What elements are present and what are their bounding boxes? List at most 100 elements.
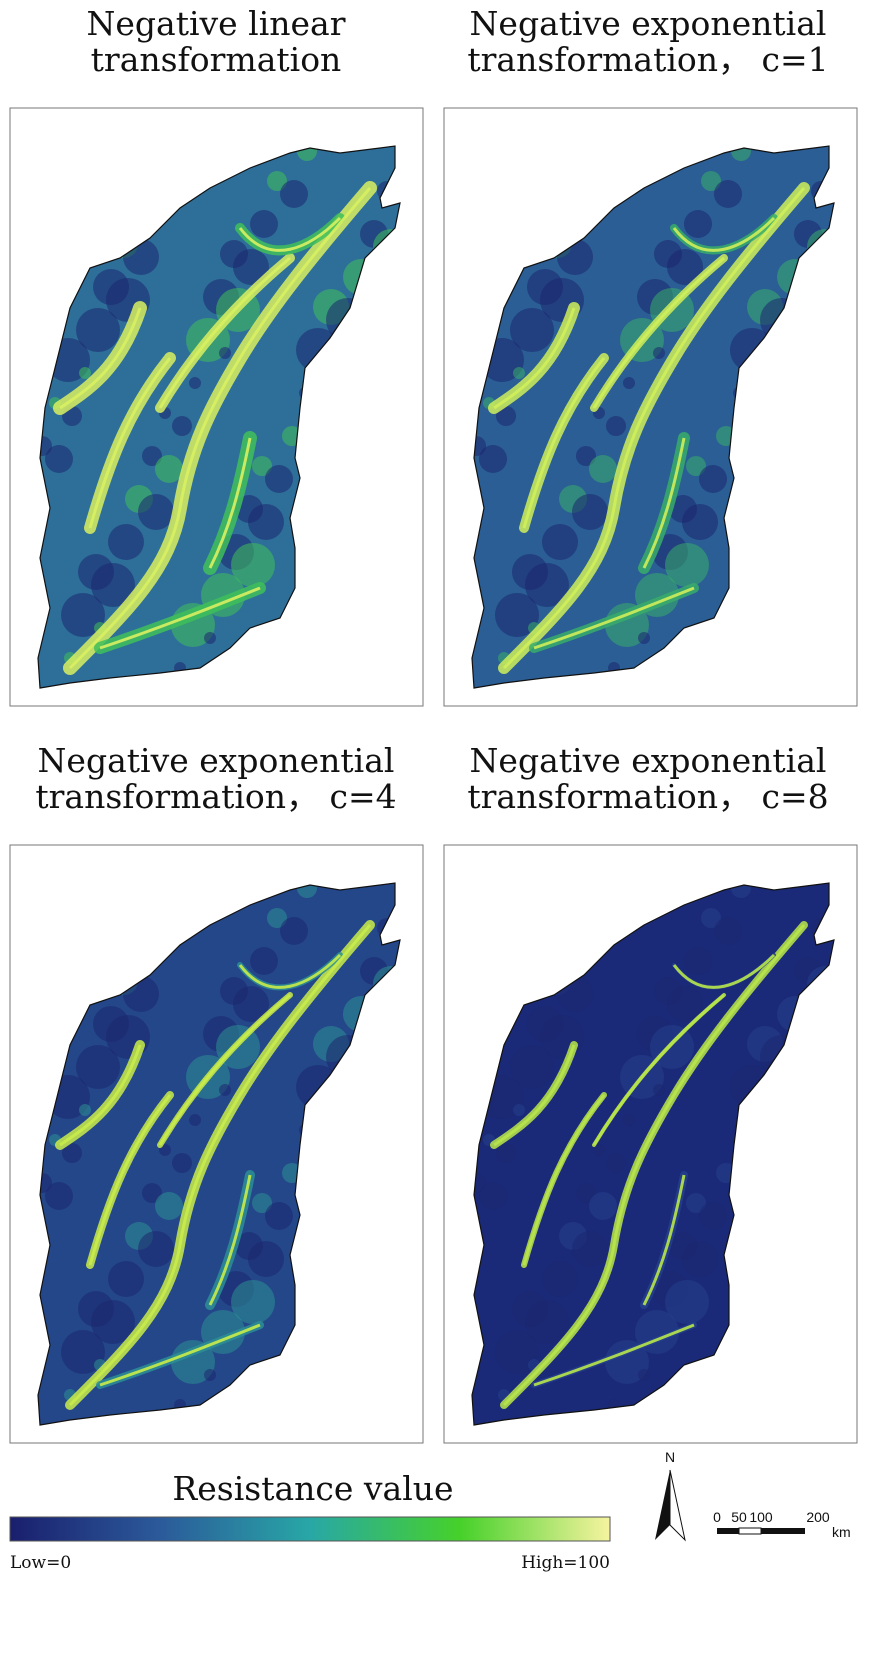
scale-label: 200 <box>806 1509 830 1525</box>
map-patch <box>686 456 706 476</box>
legend-low: Low=0 <box>10 1553 71 1573</box>
map-patch <box>204 1369 216 1381</box>
map-patch <box>542 1261 578 1297</box>
map-patch <box>576 446 596 466</box>
map-patch <box>496 406 516 426</box>
title-line: transformation <box>91 40 342 79</box>
title-line: transformation， c=8 <box>467 777 828 816</box>
map-patch <box>38 1173 52 1193</box>
map-patch <box>38 436 52 456</box>
map-patch <box>219 1084 231 1096</box>
map-patch <box>542 524 578 560</box>
north-label: N <box>665 1449 675 1465</box>
map-patch <box>513 367 525 379</box>
map-patch <box>714 917 742 945</box>
map-core <box>68 924 372 1407</box>
map-patch <box>572 1231 608 1267</box>
map-patch <box>525 1300 569 1344</box>
map-patch <box>231 543 275 587</box>
map-patch <box>667 249 703 285</box>
map-patch <box>479 1182 507 1210</box>
map-patch <box>155 455 183 483</box>
map-core <box>672 953 776 989</box>
map-core <box>672 216 776 252</box>
map-patch <box>665 543 709 587</box>
north-arrow-left <box>655 1470 670 1540</box>
map-patch <box>472 1173 486 1193</box>
map-patch <box>79 1104 91 1116</box>
map-patch <box>653 347 665 359</box>
map-patch <box>219 347 231 359</box>
map-core <box>99 1323 261 1387</box>
scale-unit: km <box>832 1524 851 1540</box>
scale-seg <box>761 1528 805 1534</box>
scale-label: 100 <box>749 1509 773 1525</box>
map-patch <box>280 917 308 945</box>
map-patch <box>605 1340 649 1384</box>
color-bar <box>9 1516 611 1542</box>
map-patch <box>252 456 272 476</box>
map-patch <box>714 180 742 208</box>
map-patch <box>61 593 105 637</box>
map-patch <box>138 1231 174 1267</box>
map-core <box>642 437 686 569</box>
map-patch <box>45 1182 73 1210</box>
map-patch <box>589 455 617 483</box>
map-patch <box>172 1153 192 1173</box>
map-patch <box>61 1330 105 1374</box>
map-patch <box>540 1015 584 1059</box>
map-patch <box>593 1144 605 1156</box>
map-patch <box>525 563 569 607</box>
map-core <box>493 307 576 410</box>
map-patch <box>250 947 278 975</box>
map-patch <box>667 986 703 1022</box>
map-patch <box>653 1084 665 1096</box>
map-patch <box>496 1143 516 1163</box>
title-line: Negative linear <box>86 4 345 43</box>
map-patch <box>252 1193 272 1213</box>
map-patch <box>142 446 162 466</box>
map-core <box>88 357 172 529</box>
map-patch <box>731 883 751 898</box>
title-line: Negative exponential <box>38 741 395 780</box>
map-patch <box>510 308 554 352</box>
map-patch <box>686 1193 706 1213</box>
map-patch <box>91 563 135 607</box>
map-patch <box>495 593 539 637</box>
map-patch <box>638 1369 650 1381</box>
map-patch <box>572 494 608 530</box>
panel-title: Negative exponential transformation， c=1 <box>467 4 828 79</box>
map-patch <box>699 1202 727 1230</box>
map-patch <box>76 308 120 352</box>
map-patch <box>495 1330 539 1374</box>
map-patch <box>189 377 201 389</box>
scale-seg <box>717 1528 739 1534</box>
map-core <box>502 187 806 670</box>
map-core <box>68 187 372 670</box>
legend-title: Resistance value <box>172 1469 453 1508</box>
title-line: Negative exponential <box>470 4 827 43</box>
map-core <box>59 1044 142 1147</box>
map-patch <box>576 1183 596 1203</box>
map-patch <box>267 908 287 928</box>
map-core <box>208 1174 252 1306</box>
map-patch <box>731 146 751 161</box>
map-patch <box>189 1114 201 1126</box>
map-patch <box>297 883 317 898</box>
map-core <box>522 1094 606 1266</box>
north-arrow-right <box>669 1469 686 1542</box>
map-patch <box>638 632 650 644</box>
map-core <box>522 357 606 529</box>
map-core <box>158 256 291 409</box>
map-patch <box>701 908 721 928</box>
map-patch <box>682 504 718 540</box>
map-patch <box>106 1015 150 1059</box>
map-core <box>59 307 142 410</box>
map-patch <box>172 416 192 436</box>
map-core <box>238 953 342 989</box>
map-patch <box>510 1045 554 1089</box>
map-patch <box>155 1192 183 1220</box>
scale-seg <box>738 1527 762 1535</box>
map-patch <box>233 249 269 285</box>
